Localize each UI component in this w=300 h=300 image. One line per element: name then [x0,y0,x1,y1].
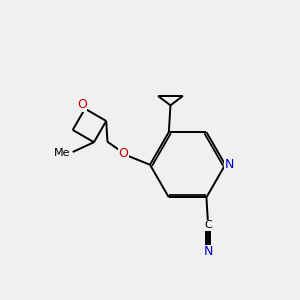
Text: O: O [77,98,87,111]
Text: N: N [225,158,234,171]
Text: Me: Me [54,148,70,158]
Text: C: C [204,220,212,230]
Text: O: O [118,147,128,161]
Text: N: N [203,245,213,258]
